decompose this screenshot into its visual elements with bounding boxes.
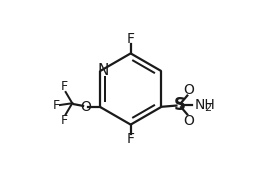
Text: O: O — [184, 83, 194, 96]
Text: O: O — [184, 114, 194, 127]
Text: F: F — [127, 132, 135, 146]
Text: O: O — [80, 100, 91, 114]
Text: F: F — [61, 114, 68, 127]
Text: F: F — [53, 98, 60, 112]
Text: N: N — [97, 63, 109, 78]
Text: S: S — [173, 96, 185, 114]
Text: 2: 2 — [204, 103, 211, 113]
Text: F: F — [61, 80, 68, 93]
Text: F: F — [127, 32, 135, 46]
Text: NH: NH — [195, 98, 215, 112]
